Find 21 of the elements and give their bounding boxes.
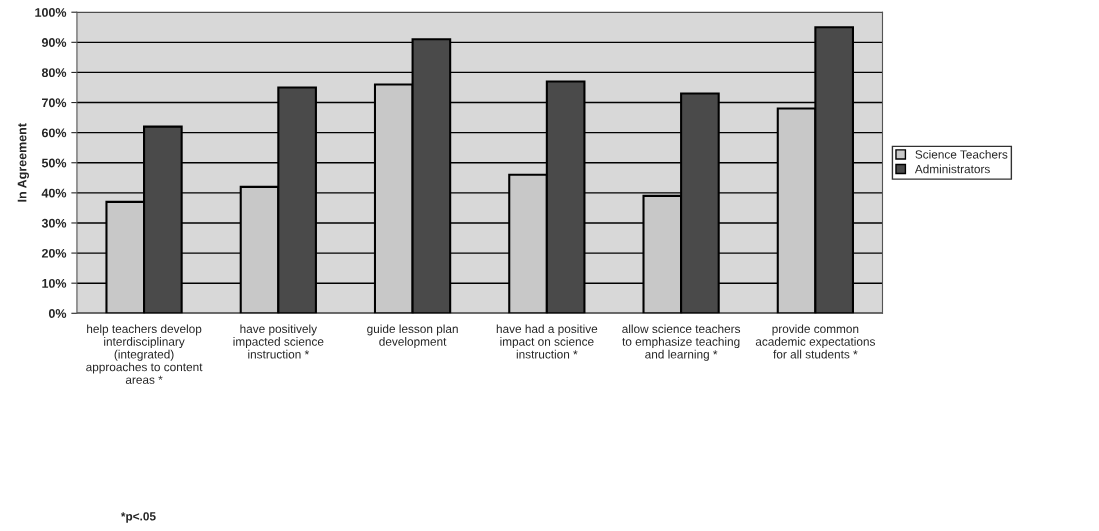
y-tick-label: 30%: [41, 218, 67, 228]
x-tick-label: provide common academic expectations for all students *: [755, 324, 875, 359]
y-axis-title: In Agreement: [17, 123, 29, 202]
y-tick-label: 10%: [42, 278, 67, 288]
y-tick-label: 60%: [41, 128, 67, 138]
y-tick-label: 90%: [41, 38, 67, 47]
legend-label: Administrators: [914, 164, 990, 174]
y-tick-label: 70%: [42, 98, 67, 108]
x-tick-label: guide lesson plan development: [367, 324, 458, 349]
text: *p<.05: [120, 512, 156, 523]
y-tick-label: 50%: [41, 158, 67, 168]
x-tick-label: allow science teachers to emphasize teaching and learning *: [622, 324, 741, 361]
y-tick-label: 0%: [48, 309, 67, 318]
y-tick-label: 40%: [41, 188, 67, 198]
legend-label: Science Teachers: [915, 149, 1008, 159]
y-tick-label: 100%: [35, 8, 67, 17]
x-tick-label: help teachers develop interdisciplinary (integrated) approaches to content areas *: [86, 324, 203, 384]
y-tick-label: 20%: [41, 248, 67, 258]
y-tick-label: 80%: [41, 68, 67, 78]
x-tick-label: have positively impacted science instruction *: [233, 324, 324, 359]
x-tick-label: have had a positive impact on science instruction *: [496, 324, 598, 359]
